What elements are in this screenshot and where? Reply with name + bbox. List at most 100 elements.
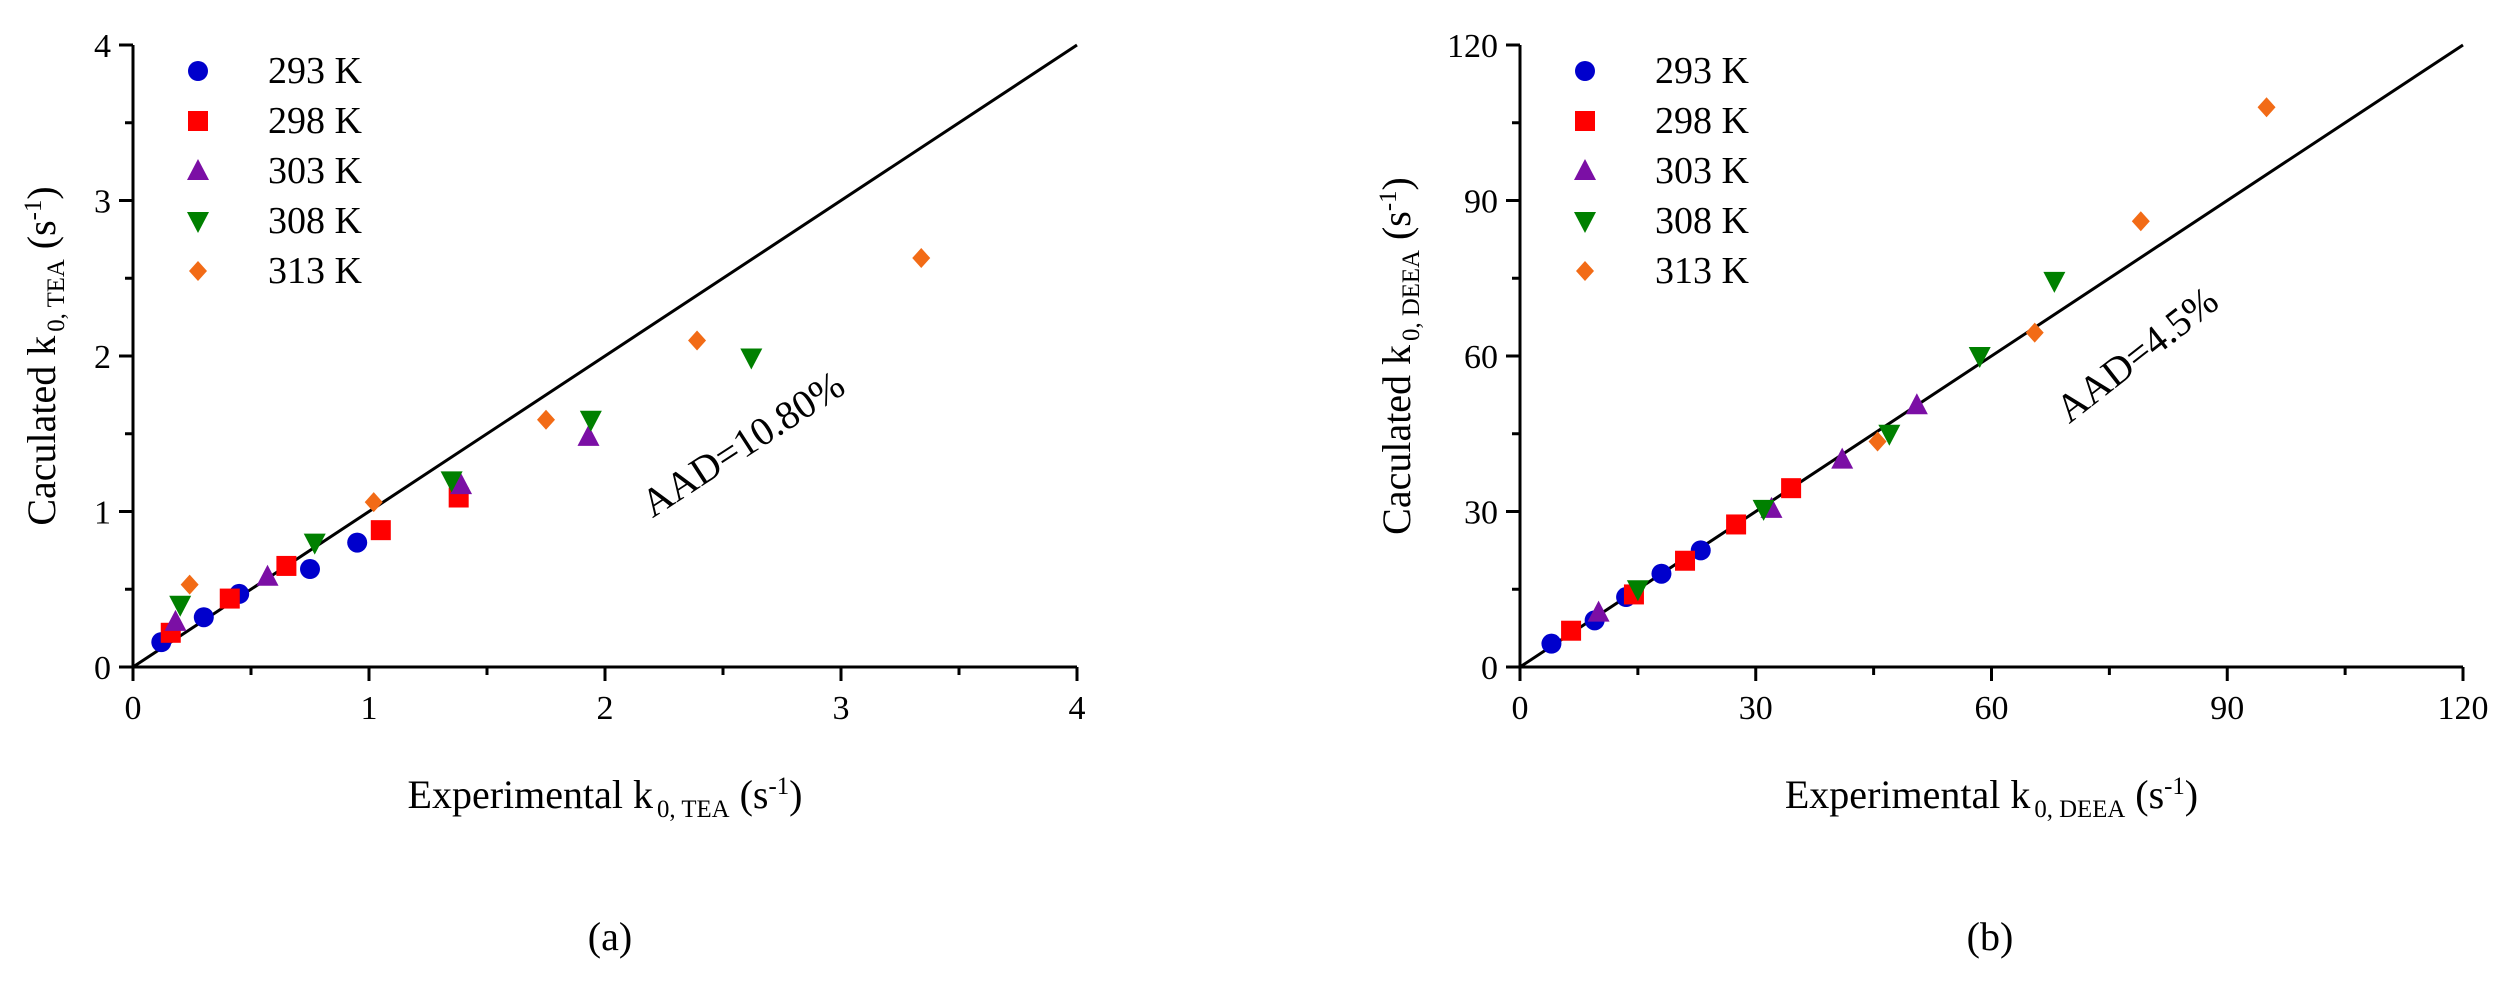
series-303k — [1587, 393, 1928, 622]
y-tick-label: 2 — [94, 339, 111, 376]
x-tick-label: 4 — [1069, 690, 1086, 727]
legend-label: 298 K — [268, 100, 363, 142]
data-point — [347, 532, 368, 553]
x-axis-label-sup: -1 — [2164, 773, 2185, 800]
x-axis-label-tail: (s — [2125, 772, 2164, 817]
data-point — [1726, 514, 1747, 535]
data-point — [2043, 271, 2066, 293]
x-tick-label: 3 — [833, 690, 850, 727]
y-tick-label: 4 — [94, 28, 111, 65]
legend-marker — [187, 159, 209, 180]
y-tick-label: 3 — [94, 184, 111, 221]
y-axis-label-main: Caculated k — [1374, 345, 1419, 535]
y-tick-label: 0 — [94, 650, 111, 687]
y-axis-label-sub: 0, DEEA — [1398, 250, 1425, 341]
y-tick-label: 1 — [94, 495, 111, 532]
series-308k — [1626, 271, 2066, 602]
chart-panel-a: 0 1 2 3 4 0 1 2 3 4 293 K 298 K 303 K 308 K 313 K AAD=1… — [19, 28, 1086, 959]
data-point — [1831, 447, 1854, 469]
x-axis-label-end: ) — [789, 772, 802, 817]
series-308k — [169, 348, 763, 617]
data-point — [1675, 550, 1696, 571]
chart-panel-b: 0 30 60 90 120 0 30 60 90 120 293 K 298 K 303 K 308 K… — [1374, 28, 2489, 959]
y-axis-label-main: Caculated k — [19, 336, 64, 526]
data-point — [256, 564, 279, 586]
data-point — [740, 348, 763, 370]
x-tick-label: 0 — [125, 690, 142, 727]
data-point — [1690, 540, 1711, 561]
legend-label: 298 K — [1655, 100, 1750, 142]
data-point — [219, 588, 240, 609]
x-axis-label: Experimental k 0, TEA (s-1) — [408, 772, 803, 823]
legend-marker — [1575, 61, 1595, 81]
data-point — [364, 492, 383, 513]
data-point — [1752, 499, 1775, 521]
data-point — [276, 555, 297, 576]
y-tick-label: 60 — [1464, 339, 1498, 376]
series-313k — [1868, 97, 2276, 452]
x-tick-label: 30 — [1739, 690, 1773, 727]
x-axis-label-tail: (s — [730, 772, 769, 817]
data-point — [1561, 620, 1582, 641]
legend-label: 313 K — [1655, 250, 1750, 292]
y-tick-label: 120 — [1447, 28, 1498, 65]
data-point — [2131, 211, 2150, 232]
data-point — [1626, 580, 1649, 602]
legend-marker — [188, 111, 208, 131]
legend-label: 308 K — [268, 200, 363, 242]
x-axis-label-sub: 0, TEA — [657, 796, 730, 823]
legend-marker — [189, 261, 207, 281]
y-tick-label: 30 — [1464, 495, 1498, 532]
y-axis-label-tail: (s — [1374, 211, 1419, 250]
data-point — [2025, 322, 2044, 343]
x-tick-label: 0 — [1512, 690, 1529, 727]
series-313k — [180, 248, 931, 595]
y-axis-label-tail: (s — [19, 220, 64, 259]
legend-marker — [1575, 111, 1595, 131]
y-tick-label: 0 — [1481, 650, 1498, 687]
x-tick-label: 1 — [361, 690, 378, 727]
data-point — [912, 248, 931, 269]
data-point — [579, 410, 602, 432]
data-point — [450, 473, 473, 495]
data-point — [180, 574, 199, 595]
data-point — [1878, 424, 1901, 446]
legend-marker — [1574, 159, 1596, 180]
data-point — [1651, 563, 1672, 584]
y-axis-label: Caculated k 0, DEEA (s-1) — [1374, 177, 1425, 535]
legend-label: 303 K — [1655, 150, 1750, 192]
y-axis-label-sup: -1 — [20, 200, 47, 221]
y-axis-label-sup: -1 — [1375, 190, 1402, 211]
x-axis-label-end: ) — [2185, 772, 2198, 817]
x-axis-label-sup: -1 — [768, 773, 789, 800]
data-point — [440, 471, 463, 493]
series-303k — [164, 424, 600, 631]
legend-label: 293 K — [268, 50, 363, 92]
panel-caption: (a) — [588, 914, 632, 959]
y-axis-label-end: ) — [19, 186, 64, 199]
data-point — [1781, 478, 1802, 499]
data-point — [1905, 393, 1928, 415]
data-point — [193, 607, 214, 628]
data-point — [537, 409, 555, 430]
legend-label: 308 K — [1655, 200, 1750, 242]
data-point — [1541, 633, 1562, 654]
x-tick-label: 120 — [2438, 690, 2489, 727]
data-point — [300, 559, 320, 580]
data-point — [688, 330, 707, 351]
legend-marker — [1576, 261, 1594, 281]
data-point — [164, 609, 187, 631]
x-axis-label-main: Experimental k — [1785, 772, 2030, 817]
y-axis-label-sub: 0, TEA — [43, 259, 70, 332]
legend-marker — [187, 212, 209, 233]
data-point — [1868, 431, 1887, 452]
x-axis-label-sub: 0, DEEA — [2034, 796, 2125, 823]
x-axis-label: Experimental k 0, DEEA (s-1) — [1785, 772, 2198, 823]
x-axis-label-main: Experimental k — [408, 772, 653, 817]
legend-label: 303 K — [268, 150, 363, 192]
series-298k — [1561, 478, 1802, 641]
legend-label: 293 K — [1655, 50, 1750, 92]
data-point — [169, 595, 192, 617]
data-point — [370, 520, 391, 541]
